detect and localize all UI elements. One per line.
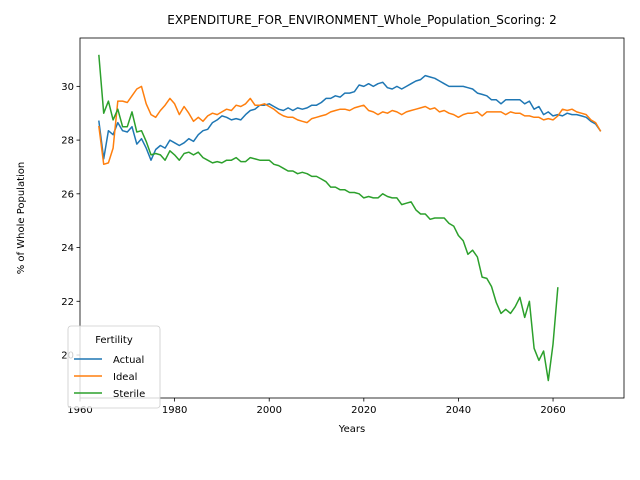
series-line-actual (98, 74, 602, 161)
series-line-ideal (98, 85, 602, 166)
legend: Fertility Actual Ideal Sterile (67, 325, 161, 409)
chart-title: EXPENDITURE_FOR_ENVIRONMENT_Whole_Popula… (167, 13, 557, 27)
y-axis: 202224262830 (61, 82, 80, 362)
y-tick-label: 30 (61, 82, 74, 93)
legend-title: Fertility (95, 335, 133, 346)
y-tick-label: 26 (61, 189, 74, 200)
x-axis-label: Years (338, 424, 365, 435)
x-tick-label: 2000 (256, 405, 281, 416)
y-tick-label: 24 (61, 243, 74, 254)
x-tick-label: 1960 (67, 405, 92, 416)
x-tick-label: 2020 (351, 405, 376, 416)
series-layer (98, 54, 602, 382)
x-tick-label: 1980 (162, 405, 187, 416)
legend-label-actual: Actual (113, 355, 144, 366)
legend-box (67, 325, 161, 409)
x-tick-label: 2060 (540, 405, 565, 416)
legend-label-ideal: Ideal (113, 372, 137, 383)
x-tick-label: 2040 (446, 405, 471, 416)
plot-frame (79, 37, 625, 399)
series-line-sterile (98, 54, 559, 382)
y-axis-label: % of Whole Population (16, 162, 27, 275)
legend-label-sterile: Sterile (113, 389, 145, 400)
y-tick-label: 28 (61, 136, 74, 147)
y-tick-label: 22 (61, 297, 74, 308)
